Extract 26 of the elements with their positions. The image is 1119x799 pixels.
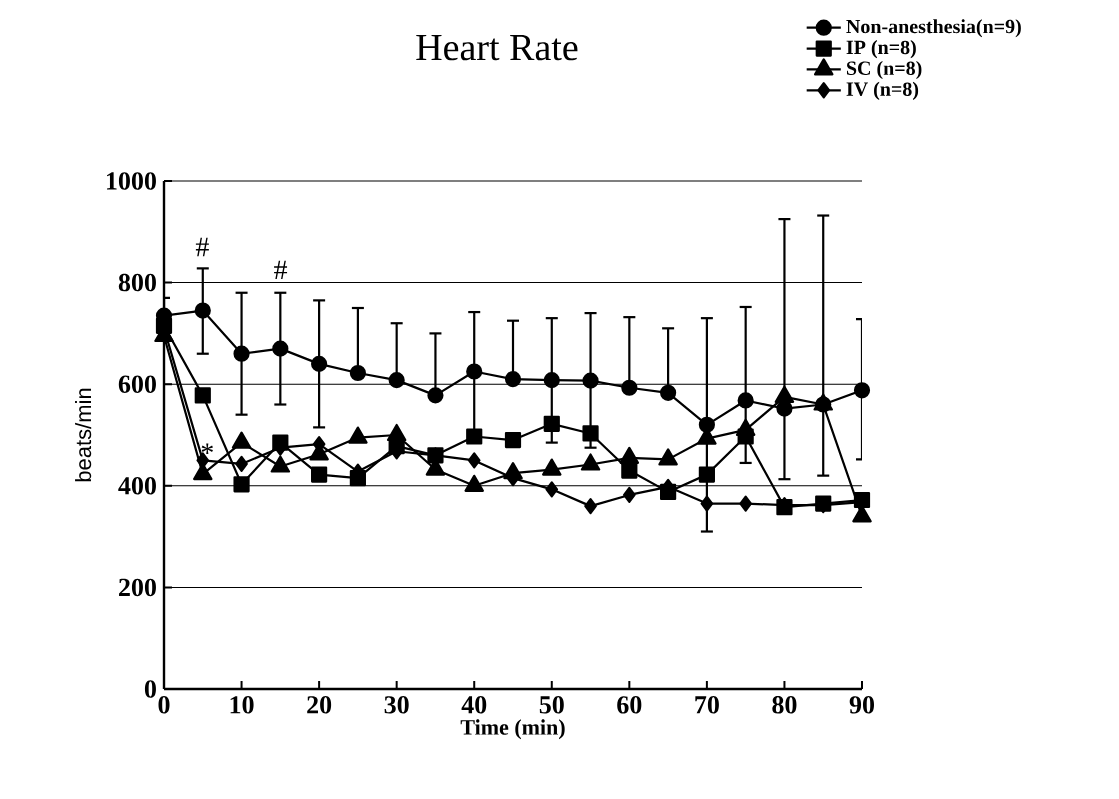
annotation: *	[201, 443, 213, 454]
legend-label: SC (n=8)	[846, 60, 922, 80]
y-axis-title: beats/min	[75, 388, 92, 482]
legend-label: Non-anesthesia(n=9)	[846, 19, 1021, 38]
y-tick-label: 0	[144, 680, 156, 698]
x-tick-label: 20	[307, 696, 332, 714]
x-axis-title: Time (min)	[460, 719, 565, 740]
annotation: #	[195, 237, 209, 257]
x-tick-label: 30	[384, 696, 409, 714]
x-tick-label: 50	[539, 696, 564, 714]
legend-label: IP (n=8)	[846, 40, 916, 59]
y-tick-label: 600	[118, 375, 156, 393]
x-tick-label: 60	[617, 696, 642, 714]
legend-label: IV (n=8)	[846, 81, 919, 100]
x-tick-label: 70	[695, 696, 719, 714]
x-tick-label: 90	[849, 696, 875, 714]
annotation: #	[274, 260, 288, 280]
chart-title: Heart Rate	[416, 35, 578, 61]
y-tick-label: 800	[118, 273, 156, 292]
x-tick-label: 0	[158, 696, 170, 714]
x-tick-label: 10	[230, 696, 254, 714]
x-tick-label: 40	[461, 696, 487, 714]
y-tick-label: 200	[119, 578, 156, 597]
x-tick-label: 80	[772, 696, 797, 714]
y-tick-label: 1000	[107, 172, 156, 190]
y-tick-label: 400	[118, 477, 156, 495]
